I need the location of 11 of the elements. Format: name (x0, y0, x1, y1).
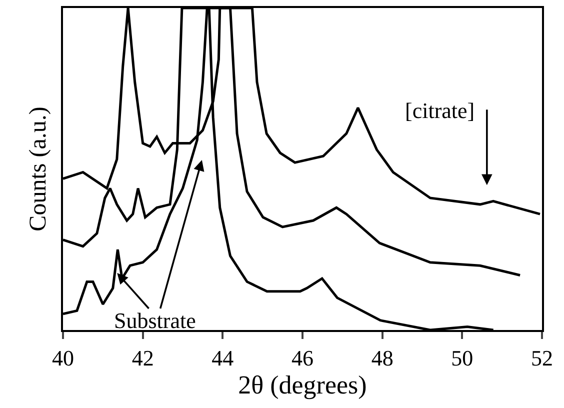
x-tick-label: 40 (52, 345, 74, 370)
x-tick-label: 52 (531, 345, 553, 370)
x-tick-label: 48 (371, 345, 394, 370)
x-tick-label: 50 (451, 345, 474, 370)
x-axis-title: 2θ (degrees) (238, 370, 367, 400)
annotation: Substrate (114, 308, 196, 333)
y-axis-title: Counts (a.u.) (26, 106, 52, 232)
x-tick-label: 46 (292, 345, 314, 370)
annotation: [citrate] (405, 98, 475, 123)
x-tick-label: 42 (132, 345, 154, 370)
x-tick-label: 44 (212, 345, 234, 370)
